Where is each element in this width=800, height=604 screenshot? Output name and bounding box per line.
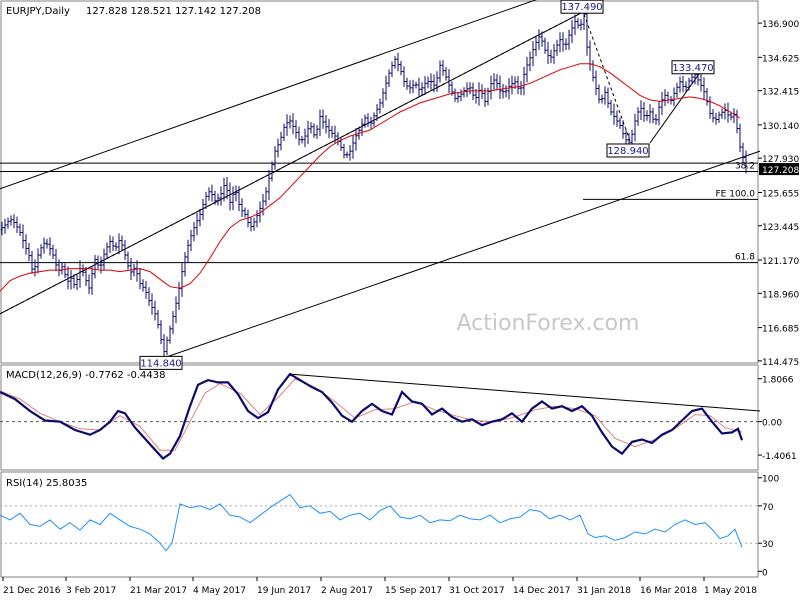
price-axis-label: 127.930: [762, 155, 799, 165]
x-axis-label: 14 Dec 2017: [513, 586, 571, 596]
price-axis-label: 121.170: [762, 257, 799, 267]
x-axis-label: 4 May 2017: [193, 586, 246, 596]
price-annotation-label: 137.490: [561, 2, 602, 13]
rsi-title: RSI(14) 25.8035: [6, 478, 87, 489]
rsi-axis-label: 100: [762, 475, 779, 485]
price-axis-label: 136.900: [762, 20, 799, 30]
price-axis-label: 123.445: [762, 223, 799, 233]
rsi-axis-label: 0: [762, 568, 768, 578]
symbol-label: EURJPY,Daily: [6, 6, 70, 17]
x-axis-label: 15 Sep 2017: [385, 586, 442, 596]
macd-signal-line: [0, 378, 743, 451]
current-price-tag: [759, 163, 799, 176]
price-axis-label: 130.140: [762, 122, 799, 132]
price-panel-frame: [0, 0, 759, 364]
rsi-axis-label: 70: [762, 503, 774, 513]
price-axis-label: 116.685: [762, 325, 799, 335]
x-axis-label: 1 May 2018: [704, 586, 757, 596]
level-label: FE 100.0: [716, 189, 756, 199]
rsi-layer: [0, 493, 758, 552]
macd-trendline: [289, 373, 761, 412]
x-axis-label: 31 Jan 2018: [577, 586, 631, 596]
ohlc-label: 127.828 128.521 127.142 127.208: [86, 6, 261, 17]
macd-panel-frame: [0, 364, 759, 471]
level-label: 38.2: [735, 161, 755, 171]
x-axis-label: 16 Mar 2018: [640, 586, 697, 596]
price-annotation-label: 114.840: [140, 358, 181, 369]
price-annotation-box: [671, 60, 715, 75]
x-axis-label: 3 Feb 2017: [66, 586, 116, 596]
dashed-trend-line: [583, 14, 631, 141]
macd-line: [0, 372, 744, 460]
price-axis-label: 134.625: [762, 54, 799, 64]
price-annotation-label: 133.470: [672, 63, 713, 74]
rsi-panel-frame: [0, 471, 759, 578]
macd-axis-label: 0.00: [762, 419, 782, 429]
x-axis-label: 21 Mar 2017: [130, 586, 187, 596]
macd-axis-label: 1.8066: [762, 376, 794, 386]
price-axis-label: 114.475: [762, 358, 799, 368]
channel-line: [0, 0, 537, 190]
price-annotation-box: [560, 0, 604, 14]
price-axis-label: 132.415: [762, 88, 799, 98]
rsi-line: [0, 493, 743, 552]
axis-layer: 136.900 134.625 132.415 130.140 127.930 125.6…: [2, 20, 799, 596]
watermark: ActionForex.com: [457, 311, 640, 336]
macd-layer: [0, 372, 761, 460]
dashed-channel-line: [0, 12, 583, 315]
rsi-axis-label: 30: [762, 540, 774, 550]
channel-line: [649, 67, 704, 144]
price-axis-label: 118.960: [762, 290, 799, 300]
channel-line: [164, 150, 761, 358]
level-label: 61.8: [735, 253, 755, 263]
macd-title: MACD(12,26,9) -0.7762 -0.4438: [6, 370, 166, 381]
x-axis-label: 21 Dec 2016: [3, 586, 61, 596]
x-axis-label: 19 Jun 2017: [257, 586, 311, 596]
x-axis-label: 2 Aug 2017: [321, 586, 373, 596]
price-annotation-box: [139, 355, 183, 370]
price-annotation-label: 128.940: [607, 146, 648, 157]
moving-average-line: [0, 63, 741, 292]
x-axis-label: 31 Oct 2017: [449, 586, 505, 596]
price-annotation-box: [606, 143, 650, 158]
macd-axis-label: -1.4061: [762, 452, 797, 462]
price-axis-label: 125.655: [762, 189, 799, 199]
price-layer: 38.2 FE 100.0 61.8 137.490 133.470 128.940 114…: [0, 0, 761, 370]
current-price-label: 127.208: [762, 166, 799, 176]
